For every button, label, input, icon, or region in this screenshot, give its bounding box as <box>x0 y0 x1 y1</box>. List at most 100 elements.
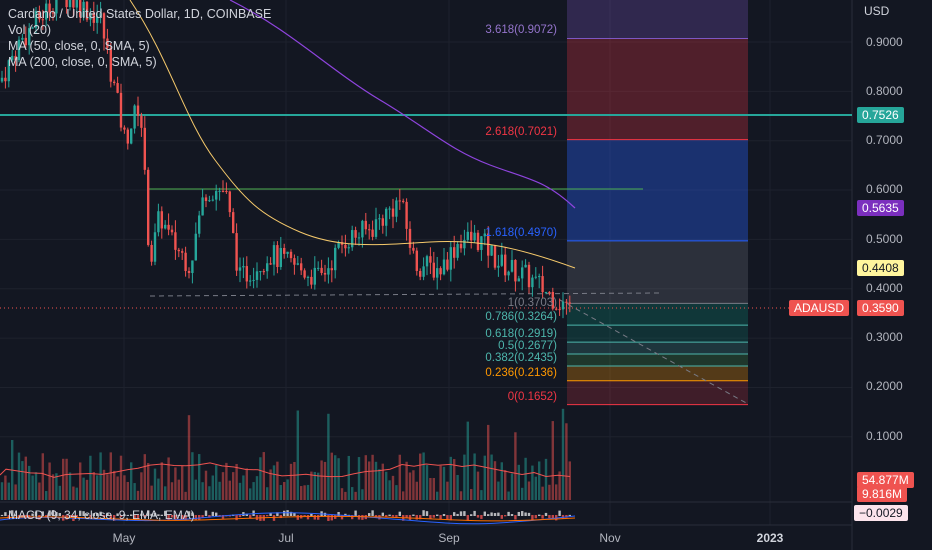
macd-histogram-bar <box>391 515 395 517</box>
candle-body <box>320 267 323 273</box>
volume-bar <box>65 458 68 500</box>
candle-body <box>374 219 378 237</box>
candle-body <box>323 272 327 275</box>
volume-bar <box>432 477 435 500</box>
volume-bar <box>374 461 378 500</box>
symbol-title[interactable]: Cardano / United States Dollar, 1D, COIN… <box>8 7 272 21</box>
candle-body <box>255 271 259 280</box>
volume-bar <box>538 461 541 500</box>
macd-histogram-bar <box>82 511 85 516</box>
macd-histogram-bar <box>164 510 167 516</box>
fib-zone <box>567 354 748 366</box>
fib-zone <box>567 380 748 405</box>
candle-body <box>167 224 170 230</box>
candle-body <box>466 231 469 240</box>
macd-histogram-bar <box>201 515 204 518</box>
candle-body <box>300 263 303 271</box>
chart-legend: Cardano / United States Dollar, 1D, COIN… <box>8 6 271 70</box>
candle-body <box>266 263 269 272</box>
candle-body <box>510 259 514 272</box>
macd-histogram-bar <box>293 512 296 516</box>
ma50-indicator-label[interactable]: MA (50, close, 0, SMA, 5) <box>8 39 150 53</box>
volume-bar <box>463 454 466 500</box>
candle-body <box>143 127 146 170</box>
candle-body <box>225 191 228 193</box>
macd-histogram-bar <box>204 510 208 516</box>
volume-bar <box>269 469 272 500</box>
candle-body <box>470 231 473 241</box>
macd-histogram-bar <box>354 510 357 516</box>
macd-histogram-bar <box>510 514 514 516</box>
macd-histogram-bar <box>446 515 449 520</box>
candle-body <box>398 200 401 202</box>
volume-bar <box>62 458 65 500</box>
candle-body <box>446 259 449 270</box>
candle-body <box>303 270 306 278</box>
volume-bar <box>490 454 493 500</box>
volume-bar <box>371 454 374 500</box>
candle-body <box>381 218 384 226</box>
volume-bar <box>99 452 102 500</box>
candle-body <box>102 13 106 39</box>
volume-bar <box>347 455 350 500</box>
volume-bar <box>92 472 95 500</box>
volume-bar <box>17 452 21 500</box>
volume-bar <box>391 475 395 500</box>
volume-bar <box>283 482 286 500</box>
macd-histogram-bar <box>422 510 425 516</box>
y-tick: 0.3000 <box>866 330 903 344</box>
candle-body <box>65 0 68 8</box>
macd-histogram-bar <box>476 515 480 518</box>
candle-body <box>347 247 350 249</box>
macd-histogram-bar <box>75 515 78 517</box>
macd-histogram-bar <box>504 515 507 517</box>
macd-histogram-bar <box>191 512 194 516</box>
candle-body <box>531 277 534 288</box>
volume-bar <box>252 482 255 500</box>
candle-body <box>174 232 177 250</box>
macd-histogram-bar <box>51 510 55 516</box>
macd-histogram-bar <box>238 515 242 518</box>
candle-body <box>153 232 157 262</box>
volume-bar <box>249 488 252 500</box>
volume-bar <box>368 461 371 500</box>
ma200-indicator-label[interactable]: MA (200, close, 0, SMA, 5) <box>8 55 157 69</box>
volume-ma-line <box>0 462 571 478</box>
volume-bar <box>143 454 146 500</box>
candle-body <box>337 242 340 248</box>
candle-body <box>79 0 82 18</box>
candle-body <box>541 276 544 293</box>
macd-histogram-bar <box>113 515 116 521</box>
macd-histogram-bar <box>568 514 571 516</box>
candle-body <box>317 267 320 269</box>
candle-body <box>113 81 116 84</box>
macd-histogram-bar <box>381 512 384 516</box>
volume-bar <box>385 471 388 500</box>
candle-body <box>568 302 571 304</box>
macd-histogram-bar <box>442 513 446 516</box>
macd-histogram-bar <box>102 515 106 518</box>
volume-indicator-label[interactable]: Vol (20) <box>8 23 52 37</box>
volume-bar <box>174 467 177 500</box>
volume-bar <box>34 472 38 500</box>
volume-bar <box>473 453 476 500</box>
macd-histogram-bar <box>483 511 486 516</box>
candle-body <box>354 230 357 238</box>
macd-histogram-bar <box>344 513 347 516</box>
candle-body <box>269 263 272 265</box>
macd-histogram-bar <box>283 510 286 516</box>
candle-body <box>211 199 214 201</box>
macd-histogram-bar <box>187 511 191 516</box>
macd-indicator-label[interactable]: MACD (9, 34, close, 9, EMA, EMA) <box>8 508 195 522</box>
candle-body <box>429 256 432 263</box>
volume-bar <box>289 463 293 500</box>
y-tick: 0.1000 <box>866 429 903 443</box>
volume-bar <box>551 421 554 500</box>
volume-bar <box>184 491 187 500</box>
volume-bar <box>279 484 282 500</box>
macd-histogram-bar <box>11 510 14 516</box>
macd-histogram-bar <box>289 511 293 516</box>
candle-body <box>351 230 354 248</box>
macd-histogram-bar <box>143 515 146 517</box>
